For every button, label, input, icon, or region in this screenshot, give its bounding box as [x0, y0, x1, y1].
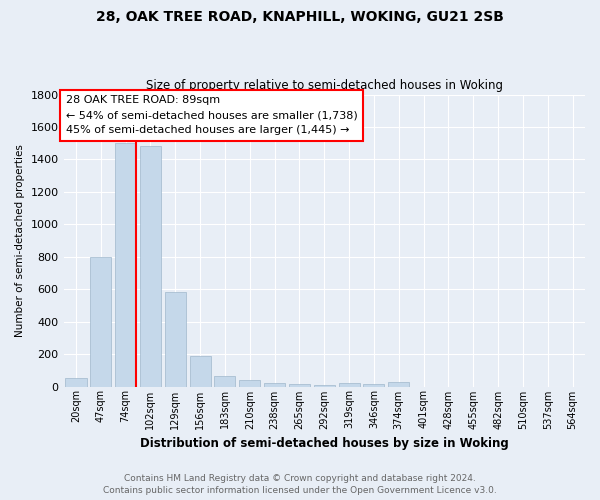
Text: Contains HM Land Registry data © Crown copyright and database right 2024.
Contai: Contains HM Land Registry data © Crown c…	[103, 474, 497, 495]
Bar	[165, 292, 186, 386]
Text: 28 OAK TREE ROAD: 89sqm
← 54% of semi-detached houses are smaller (1,738)
45% of: 28 OAK TREE ROAD: 89sqm ← 54% of semi-de…	[66, 96, 358, 135]
X-axis label: Distribution of semi-detached houses by size in Woking: Distribution of semi-detached houses by …	[140, 437, 509, 450]
Bar	[115, 143, 136, 386]
Bar	[214, 376, 235, 386]
Bar	[364, 384, 385, 386]
Y-axis label: Number of semi-detached properties: Number of semi-detached properties	[15, 144, 25, 337]
Title: Size of property relative to semi-detached houses in Woking: Size of property relative to semi-detach…	[146, 79, 503, 92]
Bar	[65, 378, 86, 386]
Bar	[314, 385, 335, 386]
Text: 28, OAK TREE ROAD, KNAPHILL, WOKING, GU21 2SB: 28, OAK TREE ROAD, KNAPHILL, WOKING, GU2…	[96, 10, 504, 24]
Bar	[388, 382, 409, 386]
Bar	[338, 384, 359, 386]
Bar	[90, 257, 112, 386]
Bar	[140, 146, 161, 386]
Bar	[289, 384, 310, 386]
Bar	[190, 356, 211, 386]
Bar	[239, 380, 260, 386]
Bar	[264, 384, 285, 386]
